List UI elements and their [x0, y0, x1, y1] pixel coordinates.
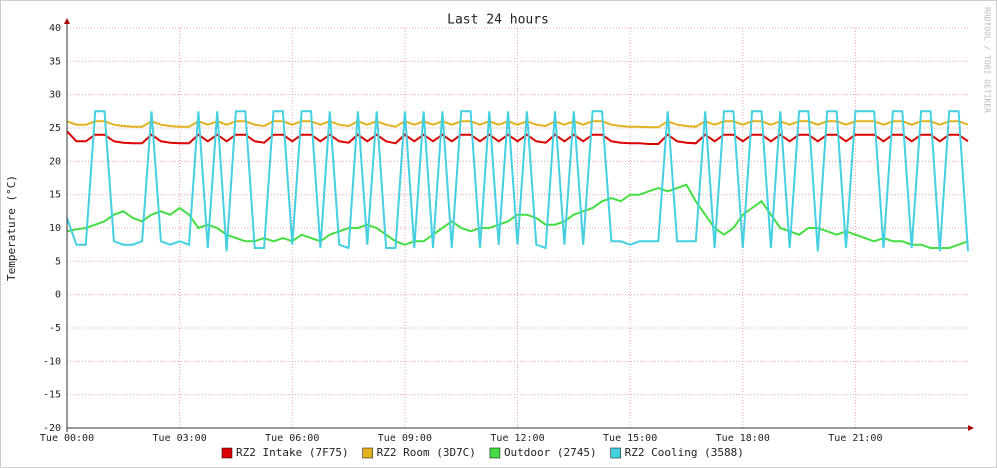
lines: [66, 110, 969, 252]
legend-label: RZ2 Cooling (3588): [625, 446, 744, 459]
y-tick-label: -10: [43, 356, 61, 367]
legend: RZ2 Intake (7F75) RZ2 Room (3D7C) Outdoor …: [221, 446, 744, 459]
x-tick-label: Tue 09:00: [378, 433, 432, 444]
y-tick-label: 15: [49, 190, 61, 201]
y-tick-label: -20: [43, 423, 61, 434]
x-tick-label: Tue 21:00: [828, 433, 882, 444]
y-arrow: [64, 18, 70, 24]
legend-label: RZ2 Intake (7F75): [236, 446, 349, 459]
watermark: RRDTOOL / TOBI OETIKER: [983, 7, 992, 113]
series-line: [66, 110, 969, 252]
legend-swatch: [610, 447, 621, 459]
y-tick-label: -5: [49, 323, 61, 334]
x-arrow: [968, 425, 974, 431]
legend-swatch: [489, 447, 501, 459]
y-tick-label: 35: [49, 56, 61, 67]
legend-swatch: [362, 447, 373, 459]
y-tick-label: -15: [43, 390, 61, 401]
x-tick-label: Tue 03:00: [153, 433, 207, 444]
series-line: [66, 183, 969, 249]
legend-label: RZ2 Room (3D7C): [377, 446, 476, 459]
legend-swatch: [221, 447, 233, 459]
y-tick-label: 10: [49, 223, 61, 234]
y-tick-label: 0: [55, 290, 61, 301]
y-tick-label: 5: [55, 256, 61, 267]
y-tick-label: 30: [49, 90, 61, 101]
chart-title: Last 24 hours: [447, 13, 549, 28]
series-line: [66, 130, 969, 145]
legend-label: Outdoor (2745): [504, 446, 597, 459]
x-tick-label: Tue 12:00: [490, 433, 544, 444]
y-tick-label: 40: [49, 23, 61, 34]
x-tick-label: Tue 18:00: [716, 433, 770, 444]
y-tick-label: 20: [49, 156, 61, 167]
x-tick-label: Tue 15:00: [603, 433, 657, 444]
y-tick-label: 25: [49, 123, 61, 134]
x-tick-label: Tue 00:00: [40, 433, 94, 444]
y-axis-label: Temperature (°C): [5, 175, 18, 281]
x-tick-label: Tue 06:00: [265, 433, 319, 444]
